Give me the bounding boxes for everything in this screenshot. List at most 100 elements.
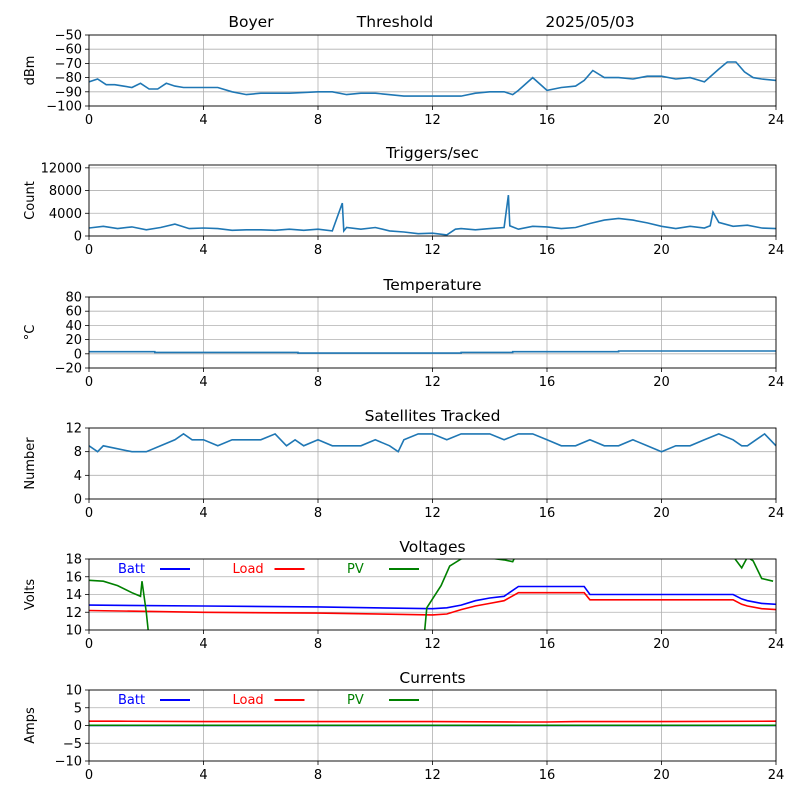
x-tick-label: 20	[653, 375, 670, 390]
x-tick-label: 20	[653, 768, 670, 783]
y-tick-label: 20	[65, 333, 82, 348]
x-tick-label: 8	[314, 243, 322, 258]
y-tick-label: 40	[65, 319, 82, 334]
x-tick-label: 12	[424, 637, 441, 652]
y-tick-label: 0	[74, 493, 82, 508]
y-tick-label: 10	[65, 684, 82, 699]
x-tick-label: 4	[199, 506, 207, 521]
x-tick-label: 0	[85, 768, 93, 783]
y-axis-label: dBm	[23, 56, 38, 86]
chart-panel-3: 0 4 8 12 16 20 24 0 4 8 12 Satellites Tracked Number	[23, 407, 784, 521]
y-tick-label: 12	[65, 606, 82, 621]
chart-title: Temperature	[382, 276, 481, 294]
y-tick-label: 14	[65, 588, 82, 603]
series-line-load	[89, 591, 776, 616]
y-tick-label: −80	[55, 71, 82, 86]
y-tick-label: 5	[74, 701, 82, 716]
y-tick-label: 0	[74, 719, 82, 734]
x-tick-label: 0	[85, 637, 93, 652]
y-tick-label: 4	[74, 469, 82, 484]
series-line-batt	[89, 585, 776, 610]
y-tick-label: −50	[55, 29, 82, 44]
x-tick-label: 24	[768, 506, 785, 521]
y-tick-label: 0	[74, 347, 82, 362]
x-tick-label: 0	[85, 243, 93, 258]
series-line-load	[89, 720, 776, 723]
x-tick-label: 24	[768, 375, 785, 390]
x-tick-label: 4	[199, 768, 207, 783]
x-tick-label: 8	[314, 113, 322, 128]
y-tick-label: 8	[74, 445, 82, 460]
x-tick-label: 16	[539, 637, 556, 652]
x-tick-label: 24	[768, 113, 785, 128]
x-tick-label: 20	[653, 506, 670, 521]
series-line-0	[89, 61, 776, 97]
legend-label-batt: Batt	[118, 693, 145, 708]
chart-title: Currents	[399, 669, 465, 687]
series-line-0	[89, 432, 776, 453]
legend-label-load: Load	[233, 693, 264, 708]
y-axis-label: °C	[23, 325, 38, 341]
y-tick-label: 12000	[41, 161, 82, 176]
legend-label-pv: PV	[347, 693, 364, 708]
x-tick-label: 12	[424, 243, 441, 258]
y-tick-label: 12	[65, 422, 82, 437]
x-tick-label: 12	[424, 506, 441, 521]
x-tick-label: 0	[85, 375, 93, 390]
x-tick-label: 24	[768, 637, 785, 652]
y-tick-label: −100	[46, 100, 82, 115]
x-tick-label: 12	[424, 375, 441, 390]
x-tick-label: 0	[85, 506, 93, 521]
y-tick-label: 4000	[49, 207, 82, 222]
x-tick-label: 8	[314, 768, 322, 783]
y-tick-label: 0	[74, 230, 82, 245]
x-tick-label: 8	[314, 506, 322, 521]
chart-panel-0: 0 4 8 12 16 20 24 −100−90−80−70−60−50 dBm	[23, 29, 784, 129]
header-station: Boyer	[228, 13, 274, 31]
y-axis-label: Volts	[23, 579, 38, 611]
y-tick-label: 80	[65, 291, 82, 306]
chart-panel-4: 0 4 8 12 16 20 24 10 12 14 16 18 Voltages Volts Batt Lo…	[23, 538, 784, 652]
y-tick-label: −20	[55, 362, 82, 377]
series-line-0	[89, 194, 776, 236]
x-tick-label: 8	[314, 375, 322, 390]
x-tick-label: 12	[424, 768, 441, 783]
chart-panel-5: 0 4 8 12 16 20 24 −10 −5 0 5 10 Currents Amps Batt Load…	[23, 669, 784, 783]
series-line-pv	[89, 559, 774, 630]
y-axis-label: Count	[23, 181, 38, 220]
y-tick-label: 10	[65, 624, 82, 639]
x-tick-label: 4	[199, 637, 207, 652]
header-date: 2025/05/03	[545, 13, 634, 31]
x-tick-label: 20	[653, 637, 670, 652]
y-tick-label: −70	[55, 57, 82, 72]
series-line-0	[89, 350, 776, 354]
y-tick-label: 60	[65, 305, 82, 320]
y-axis-label: Amps	[23, 707, 38, 744]
x-tick-label: 16	[539, 506, 556, 521]
y-tick-label: −60	[55, 43, 82, 58]
x-tick-label: 24	[768, 243, 785, 258]
y-tick-label: 16	[65, 570, 82, 585]
y-tick-label: 8000	[49, 184, 82, 199]
legend-label-pv: PV	[347, 562, 364, 577]
y-tick-label: −5	[63, 737, 82, 752]
legend-label-load: Load	[233, 562, 264, 577]
chart-panel-1: 0 4 8 12 16 20 24 0 4000 8000 12000 Triggers/sec Cou…	[23, 144, 784, 258]
x-tick-label: 12	[424, 113, 441, 128]
chart-title: Satellites Tracked	[365, 407, 501, 425]
x-tick-label: 16	[539, 375, 556, 390]
y-tick-label: 18	[65, 553, 82, 568]
x-tick-label: 8	[314, 637, 322, 652]
header-label: Threshold	[356, 13, 433, 31]
x-tick-label: 4	[199, 375, 207, 390]
x-tick-label: 16	[539, 243, 556, 258]
y-axis-label: Number	[23, 437, 38, 490]
chart-title: Voltages	[399, 538, 465, 556]
x-tick-label: 4	[199, 243, 207, 258]
x-tick-label: 16	[539, 768, 556, 783]
x-tick-label: 24	[768, 768, 785, 783]
x-tick-label: 4	[199, 113, 207, 128]
x-tick-label: 0	[85, 113, 93, 128]
